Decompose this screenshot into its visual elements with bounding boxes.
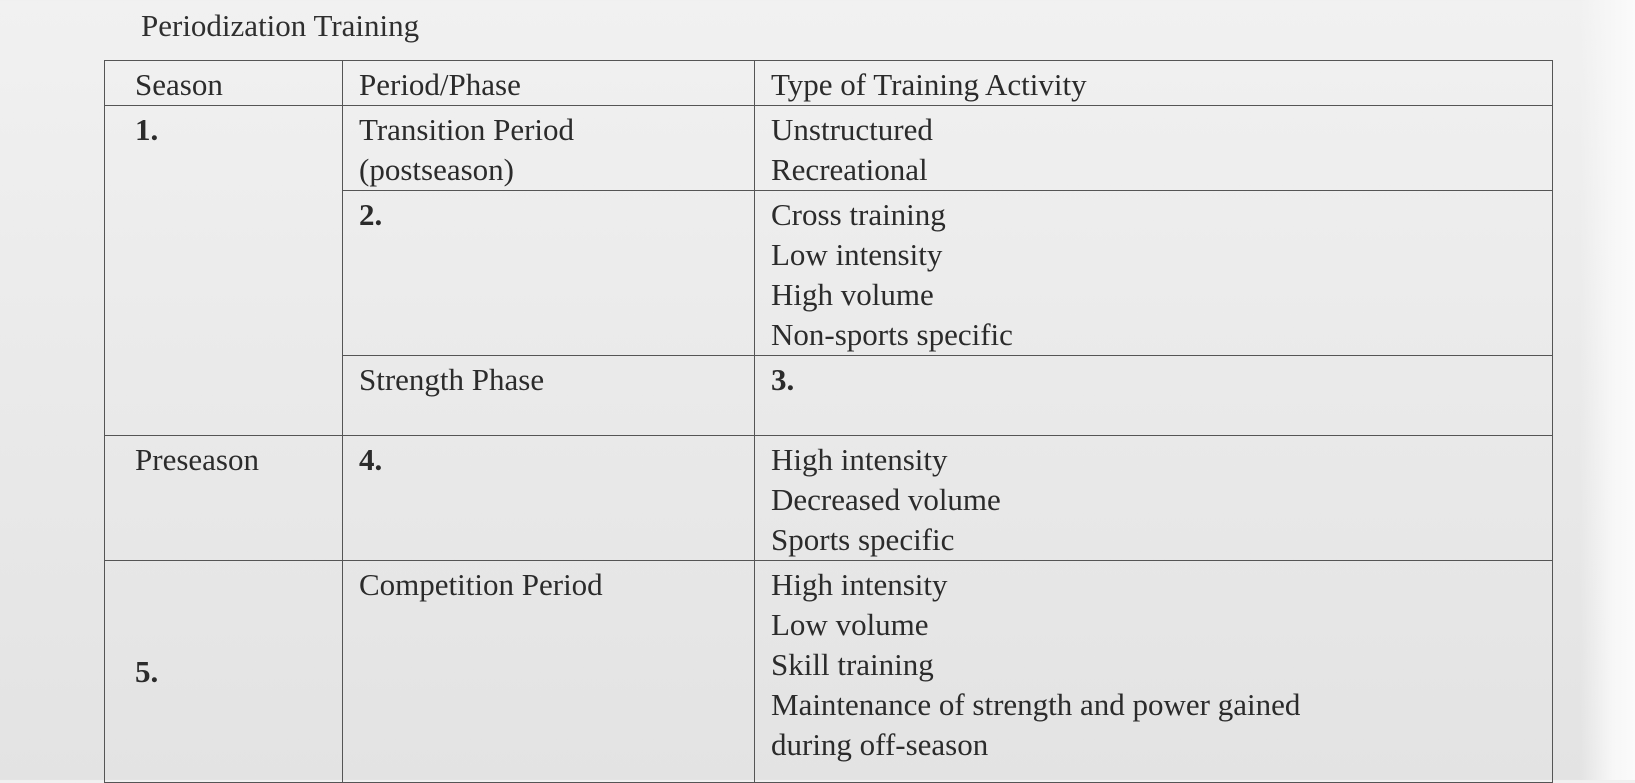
table-row: 5. Competition Period High intensity Low… <box>104 560 1553 783</box>
phase-cell-transition: Transition Period (postseason) <box>342 105 755 191</box>
activity-cell-competition: High intensity Low volume Skill training… <box>754 560 1553 783</box>
periodization-table: Season Period/Phase Type of Training Act… <box>104 60 1553 783</box>
activity-line: during off-season <box>771 727 989 762</box>
phase-cell-4: 4. <box>342 435 755 561</box>
activity-line: Non-sports specific <box>771 317 1013 352</box>
table-header-row: Season Period/Phase Type of Training Act… <box>104 60 1553 106</box>
activity-line: Decreased volume <box>771 482 1001 517</box>
activity-cell-transition: Unstructured Recreational <box>754 105 1553 191</box>
season-cell-preseason: Preseason <box>104 435 343 561</box>
activity-cell-cross-training: Cross training Low intensity High volume… <box>754 190 1553 356</box>
activity-line: High volume <box>771 277 934 312</box>
table-row: 2. Cross training Low intensity High vol… <box>105 190 1553 356</box>
activity-line: Unstructured <box>771 112 933 147</box>
activity-line: Recreational <box>771 152 928 187</box>
phase-cell-strength: Strength Phase <box>342 355 755 436</box>
phase-line: Transition Period <box>359 112 575 147</box>
activity-cell-3: 3. <box>754 355 1553 436</box>
activity-line: Maintenance of strength and power gained <box>771 687 1301 722</box>
season-cell-1: 1. <box>104 105 343 436</box>
phase-cell-competition: Competition Period <box>342 560 755 783</box>
header-training-activity: Type of Training Activity <box>754 60 1553 106</box>
activity-line: High intensity <box>771 567 948 602</box>
activity-line: High intensity <box>771 442 948 477</box>
season-cell-5: 5. <box>104 560 343 783</box>
phase-cell-2: 2. <box>342 190 755 356</box>
header-season: Season <box>104 60 343 106</box>
activity-cell-preseason: High intensity Decreased volume Sports s… <box>754 435 1553 561</box>
activity-line: Sports specific <box>771 522 955 557</box>
table-row: Preseason 4. High intensity Decreased vo… <box>104 435 1553 561</box>
activity-line: Low intensity <box>771 237 943 272</box>
activity-line: Skill training <box>771 647 934 682</box>
page-title: Periodization Training <box>141 8 420 43</box>
page-edge-glare <box>1580 0 1635 780</box>
activity-line: Low volume <box>771 607 929 642</box>
phase-line: (postseason) <box>359 152 514 187</box>
table-row: 1. Transition Period (postseason) Unstru… <box>104 105 1553 436</box>
activity-line: Cross training <box>771 197 946 232</box>
header-period-phase: Period/Phase <box>342 60 755 106</box>
